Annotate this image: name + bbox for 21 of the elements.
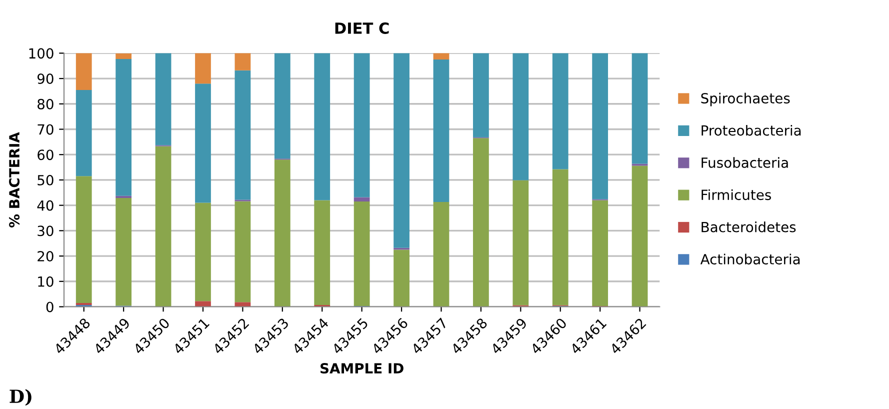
x-axis-title: SAMPLE ID — [320, 363, 404, 374]
legend-label: Actinobacteria — [700, 254, 800, 264]
y-tick-label: 10 — [38, 276, 54, 287]
legend-label: Spirochaetes — [701, 92, 790, 106]
y-tick-label: 90 — [37, 73, 54, 84]
chart-title: DIET C — [335, 22, 389, 34]
text: D) — [10, 389, 32, 406]
y-tick-label: 0 — [46, 302, 54, 312]
y-tick-label: 60 — [38, 150, 54, 160]
legend-label: Bacteroidetes — [702, 222, 796, 232]
legend-label: Firmicutes — [702, 189, 771, 200]
y-tick-label: 50 — [38, 174, 54, 186]
y-tick-label: 40 — [37, 200, 54, 211]
y-axis-title: % BACTERIA — [9, 132, 20, 228]
legend-label: Fusobacteria — [702, 157, 788, 168]
y-tick-label: 100 — [29, 48, 54, 59]
legend-label: Proteobacteria — [702, 124, 801, 136]
y-tick-label: 20 — [38, 251, 54, 262]
y-tick-label: 70 — [38, 124, 54, 135]
y-tick-label: 80 — [38, 98, 54, 110]
y-tick-label: 30 — [38, 226, 54, 236]
